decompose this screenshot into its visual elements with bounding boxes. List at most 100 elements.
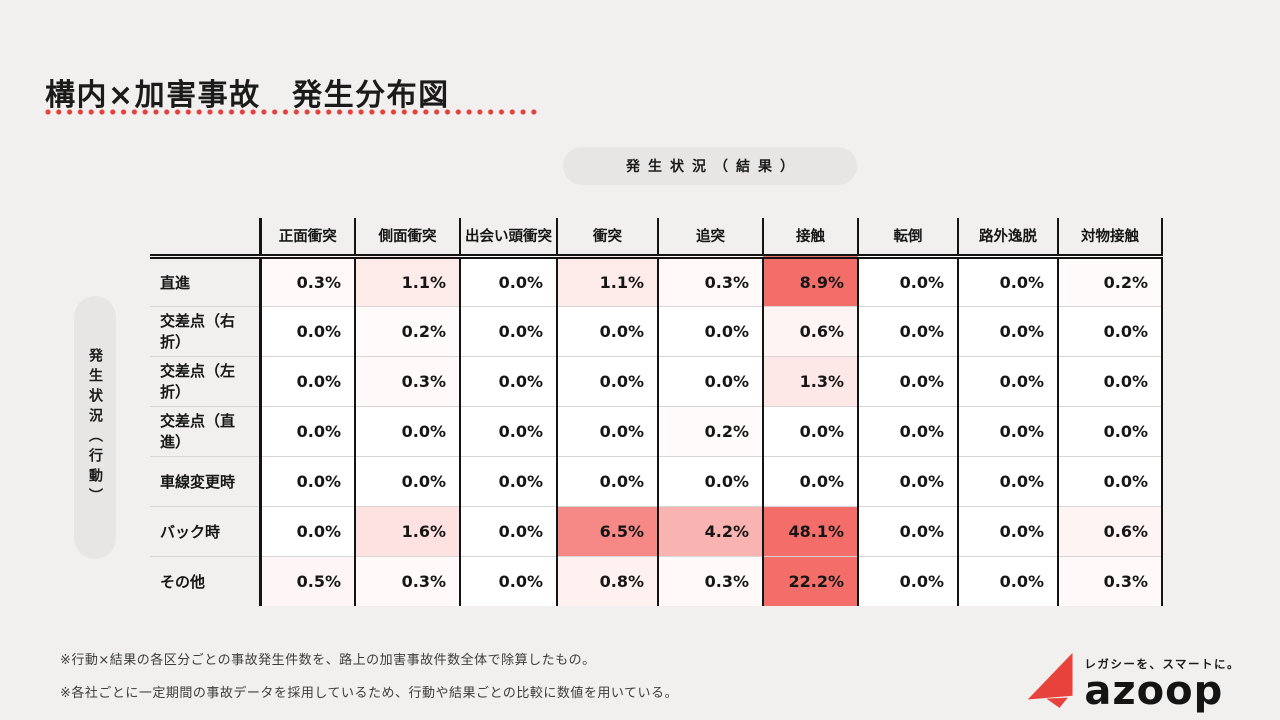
- heat-cell: 0.0%: [657, 356, 763, 407]
- column-header: 衝突: [556, 218, 658, 259]
- heat-cell: 8.9%: [762, 256, 858, 307]
- heat-cell: 0.0%: [957, 406, 1058, 457]
- heatmap-table: 正面衝突 側面衝突 出会い頭衝突 衝突 追突 接触 転倒 路外逸脱 対物接触 直進 0.3% 1.1…: [150, 218, 1163, 606]
- row-header: その他: [160, 572, 206, 591]
- heat-cell: 0.2%: [657, 406, 763, 457]
- heat-cell: 0.2%: [354, 306, 460, 357]
- heat-cell: 0.0%: [1057, 306, 1163, 357]
- heat-cell: 0.0%: [957, 456, 1058, 507]
- heat-cell: 0.0%: [258, 406, 355, 457]
- column-header: 側面衝突: [354, 218, 460, 259]
- table-row: バック時 0.0% 1.6% 0.0% 6.5% 4.2% 48.1% 0.0% 0.0% 0.6…: [150, 506, 1163, 557]
- heat-cell: 0.0%: [556, 356, 658, 407]
- result-axis-pill: 発生状況（結果）: [563, 147, 857, 185]
- column-header: 対物接触: [1057, 218, 1163, 259]
- heat-cell: 0.0%: [957, 506, 1058, 557]
- heat-cell: 0.2%: [1057, 256, 1163, 307]
- heat-cell: 0.3%: [1057, 556, 1163, 606]
- heat-cell: 0.0%: [354, 406, 460, 457]
- heat-cell: 0.3%: [258, 256, 355, 307]
- heat-cell: 0.0%: [459, 256, 557, 307]
- heat-cell: 0.5%: [258, 556, 355, 606]
- heat-cell: 0.0%: [957, 256, 1058, 307]
- heat-cell: 48.1%: [762, 506, 858, 557]
- heat-cell: 0.0%: [857, 506, 958, 557]
- heat-cell: 0.0%: [957, 356, 1058, 407]
- heat-cell: 0.0%: [762, 406, 858, 457]
- heat-cell: 0.0%: [459, 406, 557, 457]
- row-header: 交差点（左折）: [150, 356, 260, 407]
- heat-cell: 0.0%: [1057, 356, 1163, 407]
- heat-cell: 0.0%: [459, 506, 557, 557]
- table-row: 交差点（直進） 0.0% 0.0% 0.0% 0.0% 0.2% 0.0% 0.0% 0.0% 0…: [150, 406, 1163, 457]
- title-underline-dots: [45, 109, 537, 115]
- corner-cell: [150, 218, 260, 259]
- heat-cell: 0.0%: [556, 306, 658, 357]
- heat-cell: 0.0%: [354, 456, 460, 507]
- heat-cell: 0.6%: [1057, 506, 1163, 557]
- heat-cell: 0.0%: [459, 356, 557, 407]
- column-header: 追突: [657, 218, 763, 259]
- heat-cell: 0.0%: [1057, 456, 1163, 507]
- row-header: 直進: [150, 256, 260, 307]
- table-row: その他 0.5% 0.3% 0.0% 0.8% 0.3% 22.2% 0.0% 0.0% 0.3%: [150, 556, 1163, 606]
- azoop-logo: レガシーを、スマートに。 azoop: [1024, 650, 1240, 715]
- heat-cell: 0.0%: [857, 406, 958, 457]
- row-header: バック時: [150, 506, 260, 557]
- heat-cell: 0.0%: [258, 506, 355, 557]
- heat-cell: 6.5%: [556, 506, 658, 557]
- heat-cell: 0.0%: [258, 306, 355, 357]
- result-axis-label: 発生状況（結果）: [626, 159, 802, 175]
- heat-cell: 0.0%: [556, 456, 658, 507]
- heat-cell: 0.0%: [459, 456, 557, 507]
- row-header: 交差点（右折）: [150, 306, 260, 357]
- heat-cell: 0.3%: [354, 556, 460, 606]
- heat-cell: 0.0%: [657, 306, 763, 357]
- heat-cell: 0.0%: [258, 356, 355, 407]
- heat-cell: 0.3%: [657, 256, 763, 307]
- column-header: 正面衝突: [258, 218, 355, 259]
- heat-cell: 22.2%: [762, 556, 858, 606]
- heat-cell: 0.0%: [1057, 406, 1163, 457]
- heat-cell: 0.0%: [459, 306, 557, 357]
- action-axis-pill: 発生状況（行動）: [74, 296, 116, 559]
- heat-cell: 0.0%: [857, 256, 958, 307]
- heat-cell: 0.0%: [459, 556, 557, 606]
- row-header: 車線変更時: [150, 456, 260, 507]
- table-row: 交差点（左折） 0.0% 0.3% 0.0% 0.0% 0.0% 1.3% 0.0% 0.0% 0…: [150, 356, 1163, 407]
- footnote-1: ※行動×結果の各区分ごとの事故発生件数を、路上の加害事故件数全体で除算したもの。: [60, 653, 596, 668]
- heat-cell: 1.1%: [354, 256, 460, 307]
- heat-cell: 0.8%: [556, 556, 658, 606]
- heat-cell: 0.0%: [957, 306, 1058, 357]
- heat-cell: 0.3%: [354, 356, 460, 407]
- footnote-2: ※各社ごとに一定期間の事故データを採用しているため、行動や結果ごとの比較に数値を…: [60, 686, 678, 701]
- row-header: 交差点（直進）: [150, 406, 260, 457]
- heat-cell: 0.0%: [857, 356, 958, 407]
- heatmap-table-head: 正面衝突 側面衝突 出会い頭衝突 衝突 追突 接触 転倒 路外逸脱 対物接触: [150, 218, 1163, 259]
- heat-cell: 0.0%: [857, 456, 958, 507]
- heat-cell: 1.3%: [762, 356, 858, 407]
- heat-cell: 1.1%: [556, 256, 658, 307]
- heat-cell: 0.6%: [762, 306, 858, 357]
- table-row: 車線変更時 0.0% 0.0% 0.0% 0.0% 0.0% 0.0% 0.0% 0.0% 0.0…: [150, 456, 1163, 507]
- column-header: 路外逸脱: [957, 218, 1058, 259]
- azoop-logo-arrow-icon: [1028, 652, 1073, 708]
- azoop-logo-texts: レガシーを、スマートに。 azoop: [1084, 656, 1240, 715]
- heat-cell: 0.0%: [857, 556, 958, 606]
- azoop-tagline: レガシーを、スマートに。: [1084, 657, 1240, 672]
- heat-cell: 0.0%: [762, 456, 858, 507]
- heatmap-table-body: 直進 0.3% 1.1% 0.0% 1.1% 0.3% 8.9% 0.0% 0.0% 0.2% 交差…: [150, 256, 1163, 606]
- heatmap-table-wrap: 正面衝突 側面衝突 出会い頭衝突 衝突 追突 接触 転倒 路外逸脱 対物接触 直進 0.3% 1.1…: [150, 218, 1163, 606]
- azoop-wordmark: azoop: [1084, 668, 1224, 715]
- table-row: 直進 0.3% 1.1% 0.0% 1.1% 0.3% 8.9% 0.0% 0.0% 0.2%: [150, 256, 1163, 307]
- column-header: 出会い頭衝突: [459, 218, 557, 259]
- action-axis-label: 発生状況（行動）: [87, 347, 103, 508]
- heat-cell: 0.0%: [556, 406, 658, 457]
- table-row: 交差点（右折） 0.0% 0.2% 0.0% 0.0% 0.0% 0.6% 0.0% 0.0% 0…: [150, 306, 1163, 357]
- column-header: 転倒: [857, 218, 958, 259]
- column-header: 接触: [762, 218, 858, 259]
- page-title: 構内×加害事故 発生分布図: [45, 78, 450, 114]
- heat-cell: 0.0%: [258, 456, 355, 507]
- heat-cell: 0.0%: [957, 556, 1058, 606]
